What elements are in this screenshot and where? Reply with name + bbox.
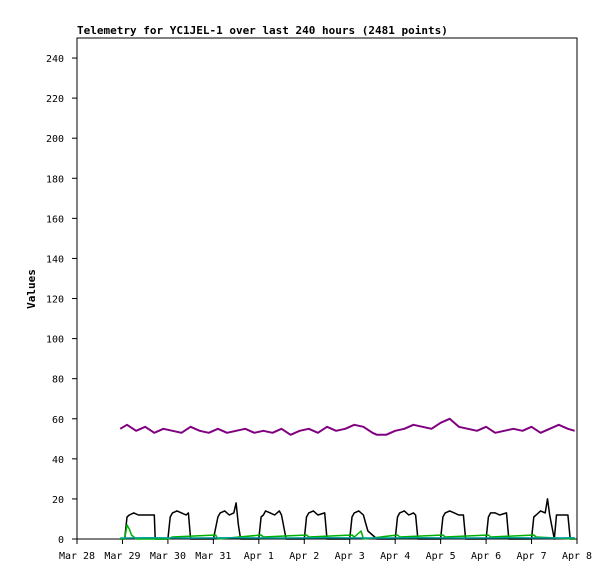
y-tick-label: 160 (46, 214, 64, 225)
x-tick-label: Mar 28 (59, 551, 95, 562)
x-tick-label: Mar 30 (150, 551, 186, 562)
y-tick-label: 220 (46, 94, 64, 105)
series-group (119, 417, 575, 540)
y-tick-label: 40 (52, 455, 64, 466)
y-tick-label: 20 (52, 495, 64, 506)
x-tick-label: Apr 7 (516, 551, 546, 562)
y-tick-label: 240 (46, 54, 64, 65)
x-tick-label: Mar 29 (104, 551, 140, 562)
x-tick-label: Apr 6 (471, 551, 501, 562)
y-tick-label: 100 (46, 335, 64, 346)
series-line-3 (120, 524, 575, 540)
x-tick-label: Apr 8 (562, 551, 592, 562)
y-tick-label: 120 (46, 295, 64, 306)
y-tick-label: 140 (46, 254, 64, 265)
series-line-1 (119, 417, 575, 436)
series-line-2 (120, 498, 575, 540)
x-tick-label: Apr 3 (335, 551, 365, 562)
x-tick-label: Mar 31 (195, 551, 231, 562)
plot-frame (76, 37, 578, 540)
y-tick-label: 180 (46, 174, 64, 185)
x-tick-label: Apr 4 (380, 551, 410, 562)
x-axis: Mar 28 Mar 29 Mar 30 Mar 31 Apr 1 Apr 2 Apr 3 A… (59, 539, 592, 562)
y-tick-label: 60 (52, 415, 64, 426)
y-tick-label: 200 (46, 134, 64, 145)
y-axis-label: Values (25, 269, 38, 309)
x-tick-label: Apr 1 (244, 551, 274, 562)
y-tick-label: 0 (58, 535, 64, 546)
x-tick-label: Apr 2 (289, 551, 319, 562)
chart-title: Telemetry for YC1JEL-1 over last 240 hou… (77, 24, 448, 37)
x-tick-label: Apr 5 (426, 551, 456, 562)
y-axis: 0 20 40 60 80 100 120 140 160 180 200 220 240 (46, 54, 77, 546)
y-tick-label: 80 (52, 375, 64, 386)
